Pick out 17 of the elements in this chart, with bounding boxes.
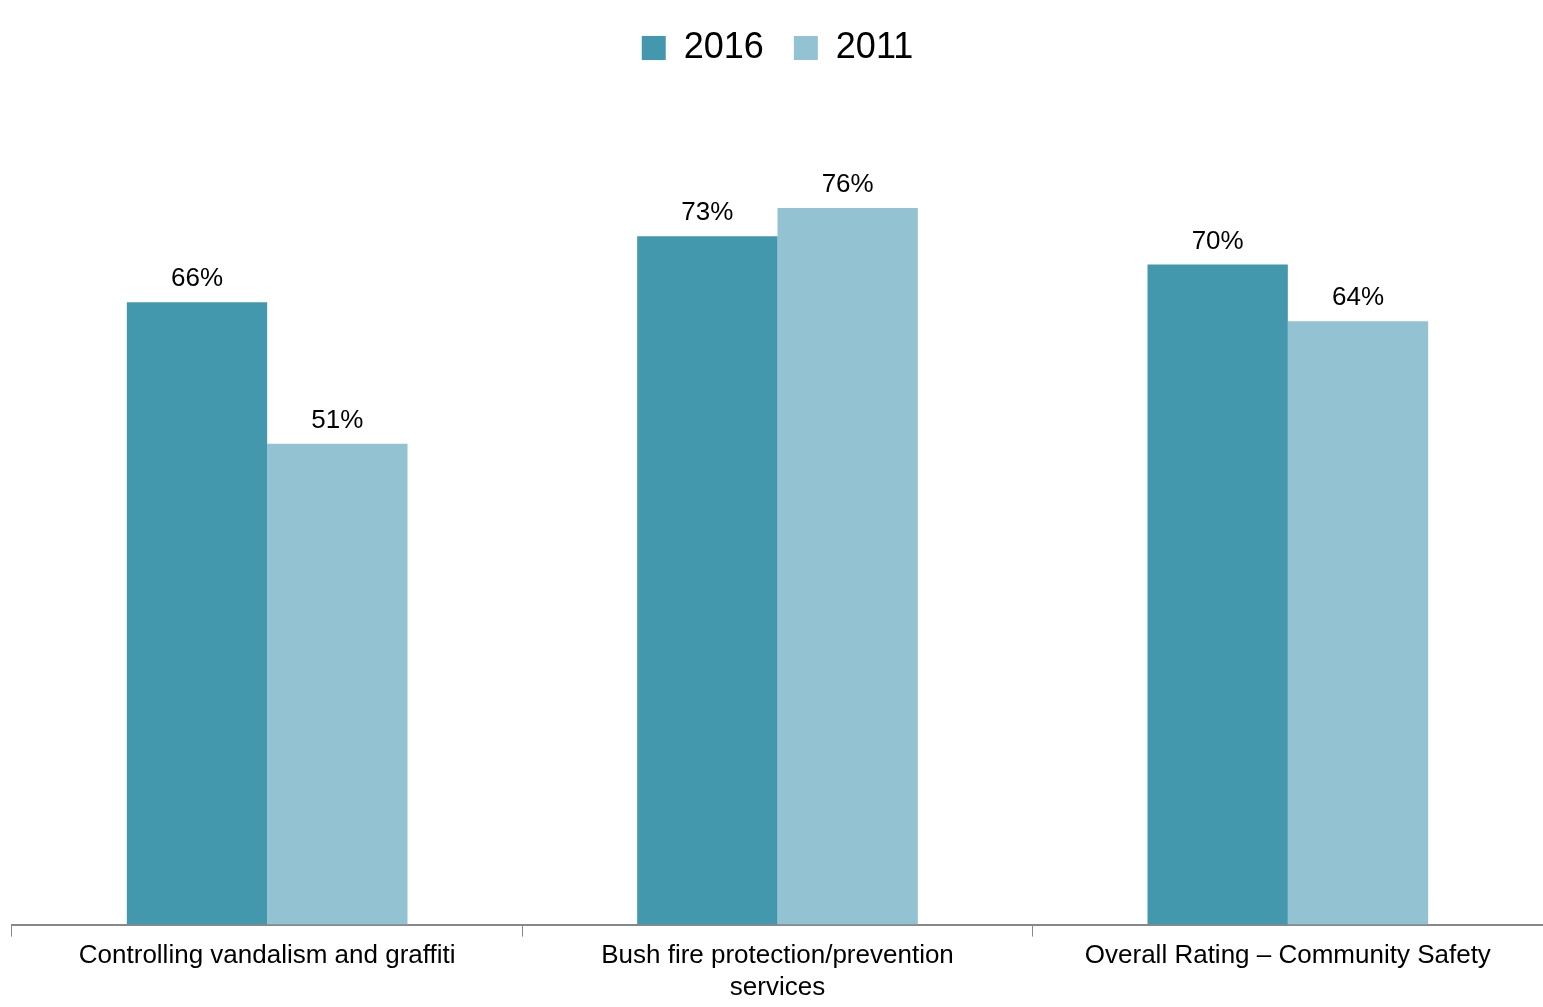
data-label: 70% [1191, 224, 1244, 255]
bar [126, 302, 268, 925]
x-tick-label: Overall Rating – Community Safety [1084, 939, 1491, 970]
x-tick-label: Controlling vandalism and graffiti [78, 939, 456, 970]
bar [637, 236, 778, 925]
bar [1147, 264, 1288, 925]
bar [267, 443, 408, 925]
bar [1287, 321, 1429, 925]
data-label: 66% [170, 262, 224, 293]
data-label: 73% [681, 196, 734, 227]
data-label: 51% [311, 403, 364, 434]
data-label: 64% [1331, 281, 1385, 312]
legend-label: 2011 [835, 24, 914, 66]
x-tick-label: Bush fire protection/prevention services [601, 939, 954, 1001]
bar [777, 208, 918, 925]
legend-label: 2016 [683, 24, 764, 66]
data-label: 76% [821, 168, 874, 199]
